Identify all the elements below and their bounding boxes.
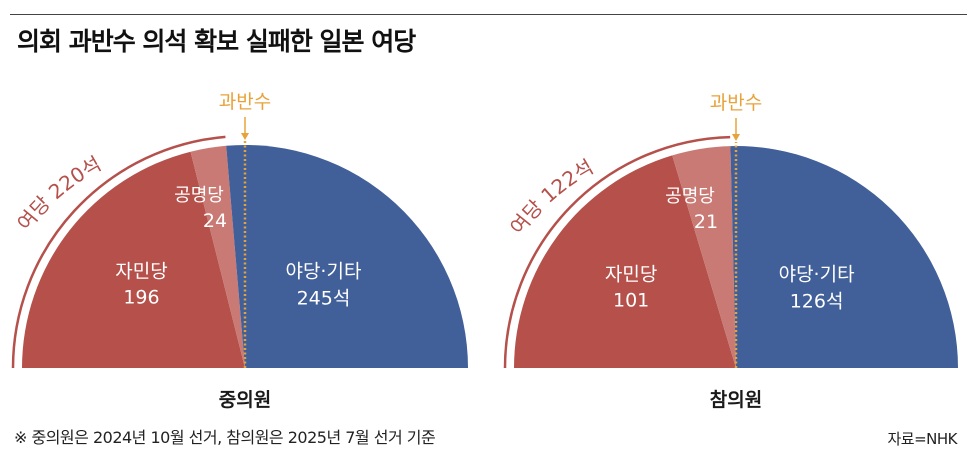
- ldp-value: 101: [613, 289, 649, 311]
- majority-arrow-head: [241, 133, 249, 140]
- komeito-label: 공명당: [174, 185, 224, 206]
- source-label: 자료=NHK: [887, 430, 957, 448]
- komeito-value: 21: [694, 211, 718, 233]
- majority-label: 과반수: [710, 92, 762, 114]
- opposition-value: 126석: [790, 290, 844, 312]
- ldp-value: 196: [123, 287, 159, 309]
- opposition-label: 야당·기타: [285, 261, 361, 283]
- top-rule: [10, 14, 967, 15]
- chart-title: 의회 과반수 의석 확보 실패한 일본 여당: [17, 27, 416, 56]
- footnote: ※ 중의원은 2024년 10월 선거, 참의원은 2025년 7월 선거 기준: [14, 428, 436, 447]
- chamber-name: 참의원: [710, 389, 762, 411]
- majority-label: 과반수: [219, 91, 271, 113]
- segment-komeito: [190, 145, 245, 368]
- segment-komeito: [672, 146, 736, 368]
- ruling-arc: [11, 135, 226, 369]
- segment-opposition: [730, 145, 958, 368]
- segment-opposition: [226, 144, 468, 368]
- chamber-name: 중의원: [219, 389, 271, 411]
- segment-ldp: [514, 155, 736, 368]
- majority-arrow-head: [732, 134, 740, 141]
- opposition-label: 야당·기타: [779, 263, 855, 285]
- segment-ldp: [22, 151, 245, 368]
- ldp-label: 자민당: [115, 261, 167, 283]
- ruling-arc: [503, 135, 731, 369]
- komeito-label: 공명당: [665, 186, 715, 207]
- komeito-value: 24: [203, 210, 227, 232]
- ldp-label: 자민당: [605, 263, 657, 285]
- opposition-value: 245석: [297, 288, 351, 310]
